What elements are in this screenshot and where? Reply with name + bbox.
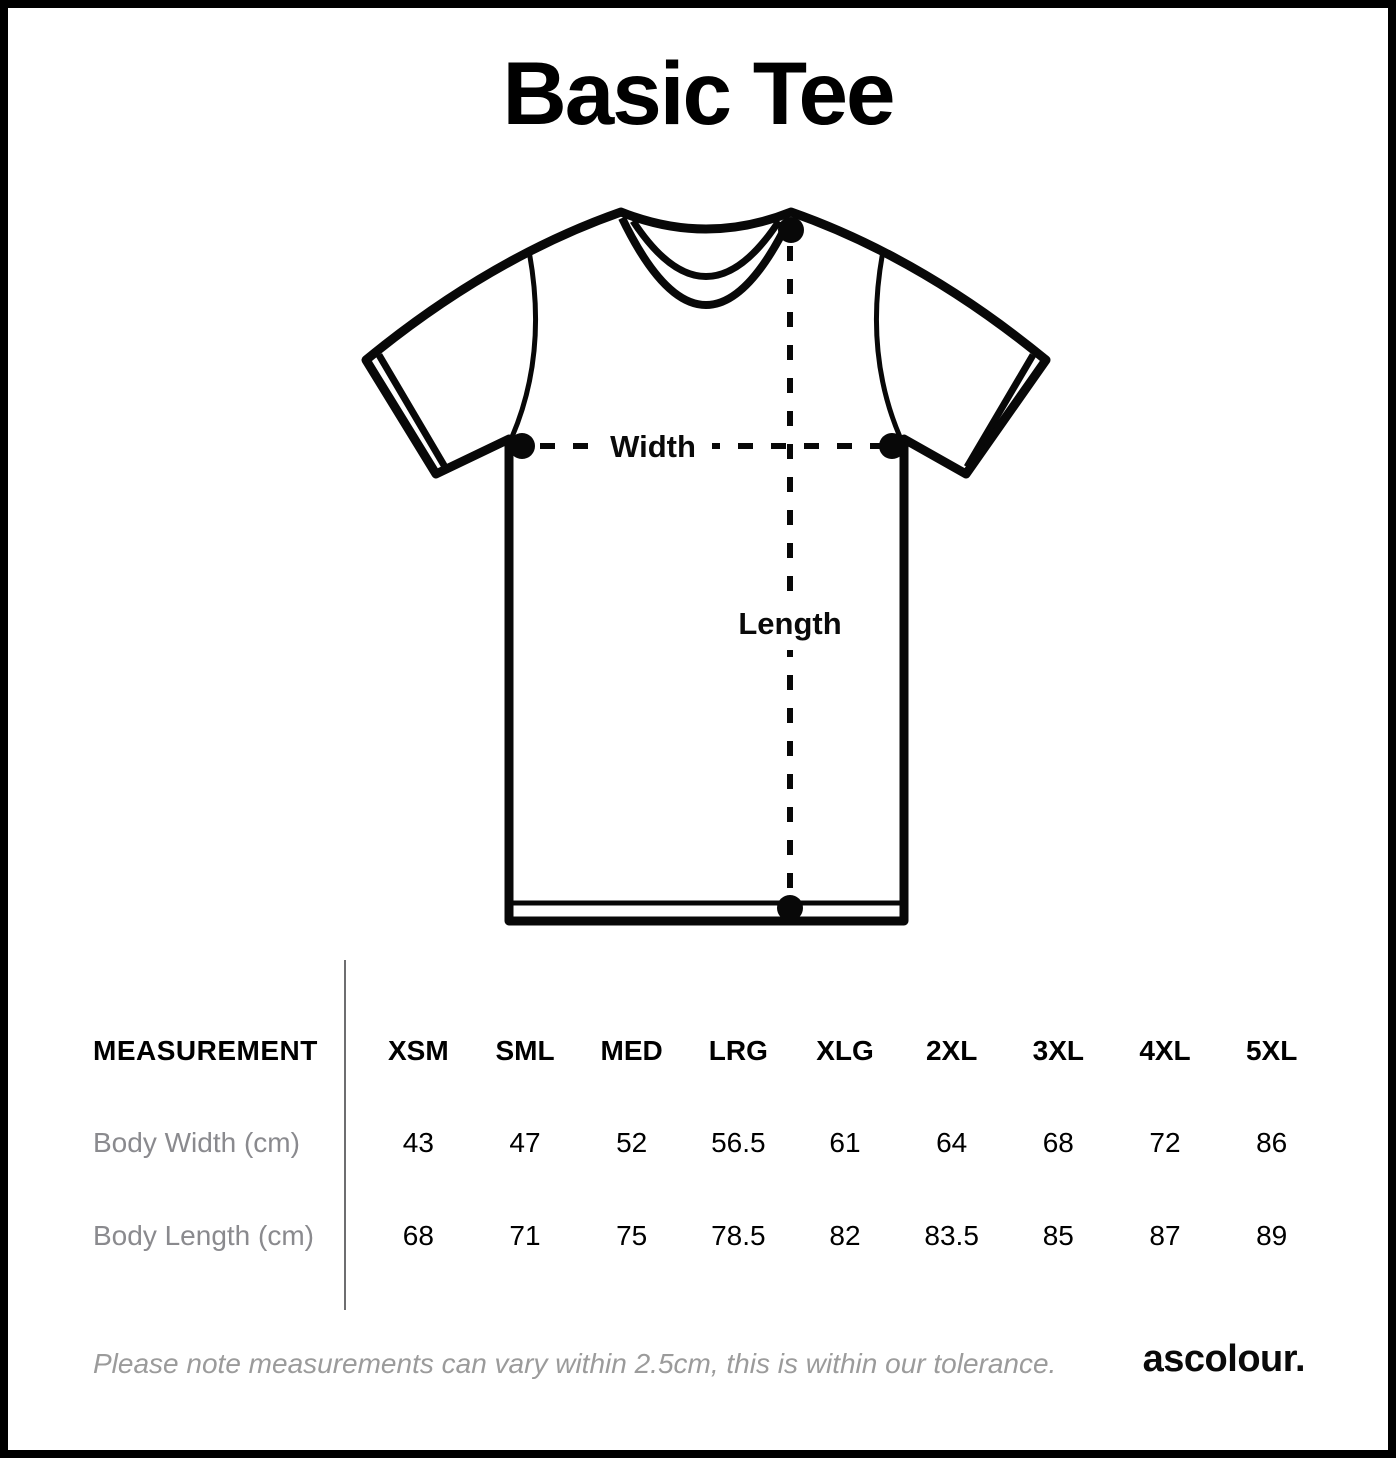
left-armpit-dot [509,433,535,459]
size-column-header-lrg: LRG [708,1035,768,1066]
tolerance-note: Please note measurements can vary within… [93,1348,1057,1379]
row-label: Body Width (cm) [93,1127,300,1158]
page-title: Basic Tee [502,43,896,143]
measurement-column-header: MEASUREMENT [93,1035,318,1066]
tshirt-outline [361,207,1051,926]
right-cuff-line [963,353,1037,469]
left-cuff-line [375,353,449,469]
collar-outer-arc [618,216,794,309]
left-armhole-seam [509,250,539,438]
size-column-header-med: MED [600,1035,663,1066]
body-length-value-5xl: 89 [1256,1220,1288,1251]
body-length-value-xlg: 82 [829,1220,861,1251]
table-divider [344,960,346,1310]
body-length-value-3xl: 85 [1042,1220,1074,1251]
table-row-body-width: Body Width (cm) 43 47 52 56.5 61 64 68 7… [50,1116,1325,1170]
ascolour-logo: ascolour. [1142,1338,1306,1380]
table-row-body-length: Body Length (cm) 68 71 75 78.5 82 83.5 8… [50,1209,1325,1263]
width-label-chip [594,420,712,472]
size-column-header-5xl: 5XL [1245,1035,1298,1066]
body-length-value-sml: 71 [509,1220,541,1251]
length-label-chip [724,594,856,650]
body-length-value-4xl: 87 [1149,1220,1181,1251]
size-column-header-4xl: 4XL [1139,1035,1191,1066]
hem-point-dot [777,895,803,921]
size-column-header-sml: SML [495,1035,555,1066]
body-length-value-xsm: 68 [402,1220,434,1251]
body-width-value-5xl: 86 [1256,1127,1288,1158]
body-width-value-xlg: 61 [829,1127,861,1158]
body-width-value-lrg: 56.5 [711,1127,766,1158]
right-armpit-dot [879,433,905,459]
size-column-header-xlg: XLG [816,1035,874,1066]
body-width-value-2xl: 64 [936,1127,968,1158]
width-dimension-label: Width [610,429,696,464]
tshirt-diagram: Width Length [361,207,1051,926]
body-length-value-2xl: 83.5 [924,1220,979,1251]
table-header-row: MEASUREMENT XSM SML MED LRG XLG 2XL 3XL … [50,1024,1325,1078]
size-column-header-xsm: XSM [387,1035,449,1066]
body-length-value-med: 75 [616,1220,648,1251]
row-label: Body Length (cm) [93,1220,314,1251]
body-width-value-sml: 47 [509,1127,541,1158]
body-width-value-3xl: 68 [1042,1127,1074,1158]
size-column-header-3xl: 3XL [1032,1035,1084,1066]
size-column-header-2xl: 2XL [925,1035,978,1066]
body-width-value-med: 52 [616,1127,648,1158]
collar-inner-arc [630,219,782,280]
body-width-value-xsm: 43 [402,1127,434,1158]
right-armhole-seam [873,250,903,438]
body-width-value-4xl: 72 [1149,1127,1181,1158]
length-dimension-label: Length [738,606,841,641]
neck-point-dot [778,217,804,243]
body-length-value-lrg: 78.5 [711,1220,766,1251]
